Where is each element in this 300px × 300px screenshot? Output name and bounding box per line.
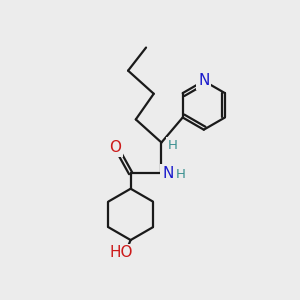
Text: HO: HO xyxy=(110,245,134,260)
Text: N: N xyxy=(198,74,209,88)
Text: N: N xyxy=(162,166,174,181)
Text: O: O xyxy=(109,140,121,155)
Text: H: H xyxy=(167,139,177,152)
Text: H: H xyxy=(176,168,186,181)
